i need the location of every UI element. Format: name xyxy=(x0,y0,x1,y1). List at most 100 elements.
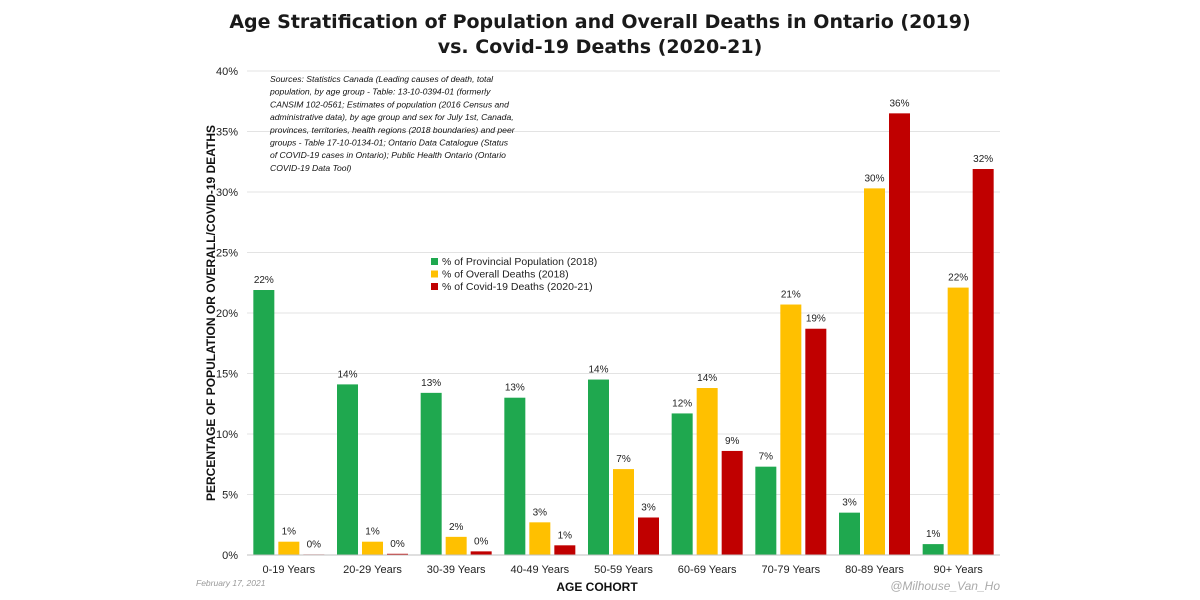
bar xyxy=(337,384,358,555)
y-tick-label: 20% xyxy=(216,308,238,320)
chart-title-line-1: Age Stratification of Population and Ove… xyxy=(229,11,970,33)
data-label: 0% xyxy=(474,536,489,547)
y-axis-ticks: 0% 5% 10% 15% 20% 25% 30% 35% 40% xyxy=(216,66,238,562)
x-tick-label: 60-69 Years xyxy=(678,564,737,576)
bar xyxy=(922,544,944,555)
sources-note: Sources: Statistics Canada (Leading caus… xyxy=(269,74,516,173)
x-axis-categories: 0-19 Years 20-29 Years 30-39 Years 40-49 Ye… xyxy=(263,564,984,576)
y-tick-label: 10% xyxy=(216,429,238,441)
bar xyxy=(362,541,383,555)
data-label: 30% xyxy=(864,173,884,184)
bar xyxy=(721,450,743,555)
x-tick-label: 20-29 Years xyxy=(343,564,402,576)
x-tick-label: 70-79 Years xyxy=(761,564,820,576)
bar xyxy=(445,536,467,555)
legend-label: % of Covid-19 Deaths (2020-21) xyxy=(442,281,593,293)
data-label: 21% xyxy=(781,290,801,301)
bar xyxy=(387,553,408,555)
bar xyxy=(420,392,442,555)
data-label: 32% xyxy=(973,154,993,165)
data-label: 7% xyxy=(759,452,774,463)
bar xyxy=(839,512,860,555)
bar xyxy=(470,551,492,555)
chart-title: Age Stratification of Population and Ove… xyxy=(229,11,970,58)
sources-line: groups - Table 17-10-0134-01; Ontario Da… xyxy=(270,138,509,148)
x-tick-label: 0-19 Years xyxy=(263,564,316,576)
data-label: 3% xyxy=(842,498,857,509)
bar xyxy=(588,379,609,555)
bar xyxy=(780,304,802,555)
x-axis-title: AGE COHORT xyxy=(556,580,638,594)
legend-label: % of Provincial Population (2018) xyxy=(442,256,597,268)
data-label: 22% xyxy=(948,273,968,284)
sources-line: COVID-19 Data Tool) xyxy=(270,163,351,173)
x-tick-label: 40-49 Years xyxy=(510,564,569,576)
legend: % of Provincial Population (2018)% of Ov… xyxy=(431,256,597,293)
bar xyxy=(554,545,576,555)
data-label: 1% xyxy=(365,527,380,538)
chart-title-line-2: vs. Covid-19 Deaths (2020-21) xyxy=(438,36,763,58)
bar xyxy=(638,517,659,555)
y-tick-label: 5% xyxy=(222,490,238,502)
bar xyxy=(613,469,634,555)
bar xyxy=(504,397,526,555)
bar xyxy=(253,290,275,555)
data-label: 0% xyxy=(307,539,322,550)
data-label: 2% xyxy=(449,522,464,533)
y-tick-label: 35% xyxy=(216,127,238,139)
legend-swatch xyxy=(431,270,438,278)
data-label: 1% xyxy=(558,530,573,541)
date-stamp: February 17, 2021 xyxy=(196,578,266,588)
x-tick-label: 50-59 Years xyxy=(594,564,653,576)
bar xyxy=(671,413,693,555)
data-label: 1% xyxy=(926,529,941,540)
data-label: 13% xyxy=(421,378,441,389)
y-tick-label: 0% xyxy=(222,550,238,562)
data-label: 36% xyxy=(889,98,909,109)
data-label: 19% xyxy=(806,314,826,325)
sources-line: administrative data), by age group and s… xyxy=(270,112,514,122)
x-tick-label: 30-39 Years xyxy=(427,564,486,576)
data-label: 1% xyxy=(282,527,297,538)
bar xyxy=(889,113,910,555)
y-tick-label: 40% xyxy=(216,66,238,78)
data-label: 7% xyxy=(616,454,631,465)
bar xyxy=(529,522,551,555)
bar xyxy=(947,287,969,555)
data-label: 14% xyxy=(337,369,357,380)
legend-swatch xyxy=(431,258,438,265)
bars xyxy=(253,113,994,555)
gridlines xyxy=(247,70,1000,495)
data-label: 13% xyxy=(505,383,525,394)
data-label: 3% xyxy=(641,502,656,513)
bar xyxy=(805,328,827,555)
author-handle: @Milhouse_Van_Ho xyxy=(890,579,1000,593)
data-label: 12% xyxy=(672,398,692,409)
bar xyxy=(755,466,777,555)
x-tick-label: 80-89 Years xyxy=(845,564,904,576)
legend-swatch xyxy=(431,283,438,290)
data-label: 0% xyxy=(390,539,405,550)
y-tick-label: 30% xyxy=(216,187,238,199)
sources-line: population, by age group - Table: 13-10-… xyxy=(269,87,491,97)
data-label: 22% xyxy=(254,275,274,286)
sources-line: Sources: Statistics Canada (Leading caus… xyxy=(270,74,494,84)
bar xyxy=(864,188,885,555)
x-tick-label: 90+ Years xyxy=(934,564,984,576)
legend-label: % of Overall Deaths (2018) xyxy=(442,269,569,281)
data-label: 14% xyxy=(588,365,608,376)
bar xyxy=(972,169,994,555)
bar xyxy=(696,388,718,555)
data-labels: 22% 1% 0% 14% 1% 0% 13% 2% 0% 13% 3% 1% 14% 7% 3% 12% 14… xyxy=(254,98,993,550)
data-label: 9% xyxy=(725,436,740,447)
y-axis-title: PERCENTAGE OF POPULATION OR OVERALL/COVI… xyxy=(204,125,218,501)
data-label: 14% xyxy=(697,373,717,384)
bar xyxy=(278,541,300,555)
sources-line: provinces, territories, health regions (… xyxy=(269,125,516,135)
sources-line: of COVID-19 cases in Ontario); Public He… xyxy=(270,150,506,160)
sources-line: CANSIM 102-0561; Estimates of population… xyxy=(270,99,509,109)
data-label: 3% xyxy=(533,507,548,518)
y-tick-label: 15% xyxy=(216,369,238,381)
y-tick-label: 25% xyxy=(216,248,238,260)
